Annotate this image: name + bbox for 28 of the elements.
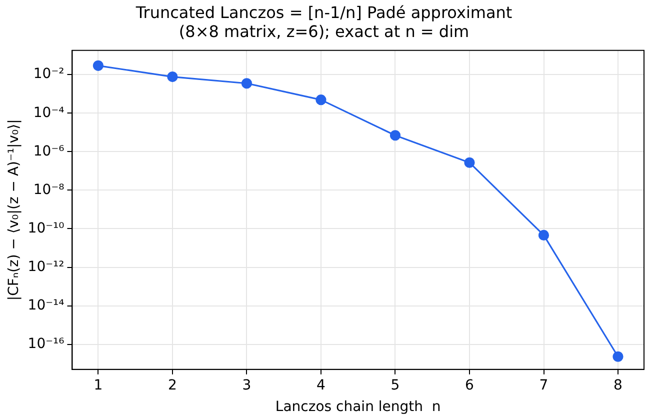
- x-tick-label: 6: [465, 377, 474, 394]
- x-tick-label: 4: [316, 377, 326, 394]
- x-tick-label: 1: [94, 377, 103, 394]
- point: [167, 71, 178, 82]
- chart-title: Truncated Lanczos = [n-1/n] Padé approximant: [134, 2, 512, 22]
- point: [464, 157, 475, 168]
- y-tick-label: 10⁻¹⁴: [28, 297, 65, 314]
- point: [612, 351, 624, 362]
- point: [241, 78, 252, 89]
- x-tick-label: 5: [390, 377, 400, 394]
- x-tick-label: 7: [539, 377, 548, 394]
- y-tick-label: 10⁻²: [33, 66, 64, 82]
- y-axis-title: |CFₙ(z) − ⟨v₀|(z − A)⁻¹|v₀⟩|: [6, 119, 22, 301]
- point: [316, 94, 326, 106]
- point: [390, 130, 401, 141]
- y-tick-label: 10⁻⁸: [33, 182, 65, 198]
- x-tick-label: 2: [168, 377, 177, 394]
- x-tick-label: 8: [614, 377, 622, 394]
- x-axis-title: Lanczos chain length n: [275, 399, 441, 416]
- y-tick-label: 10⁻¹²: [28, 258, 64, 275]
- y-tick-label: 10⁻⁶: [33, 143, 65, 160]
- point: [538, 230, 550, 241]
- x-tick-label: 3: [242, 377, 252, 394]
- y-tick-label: 10⁻¹⁶: [28, 336, 65, 352]
- chart-subtitle: (8×8 matrix, z=6); exact at n = dim: [178, 22, 470, 41]
- y-tick-label: 10⁻⁴: [33, 104, 65, 121]
- y-tick-label: 10⁻¹⁰: [28, 220, 65, 236]
- point: [92, 60, 104, 71]
